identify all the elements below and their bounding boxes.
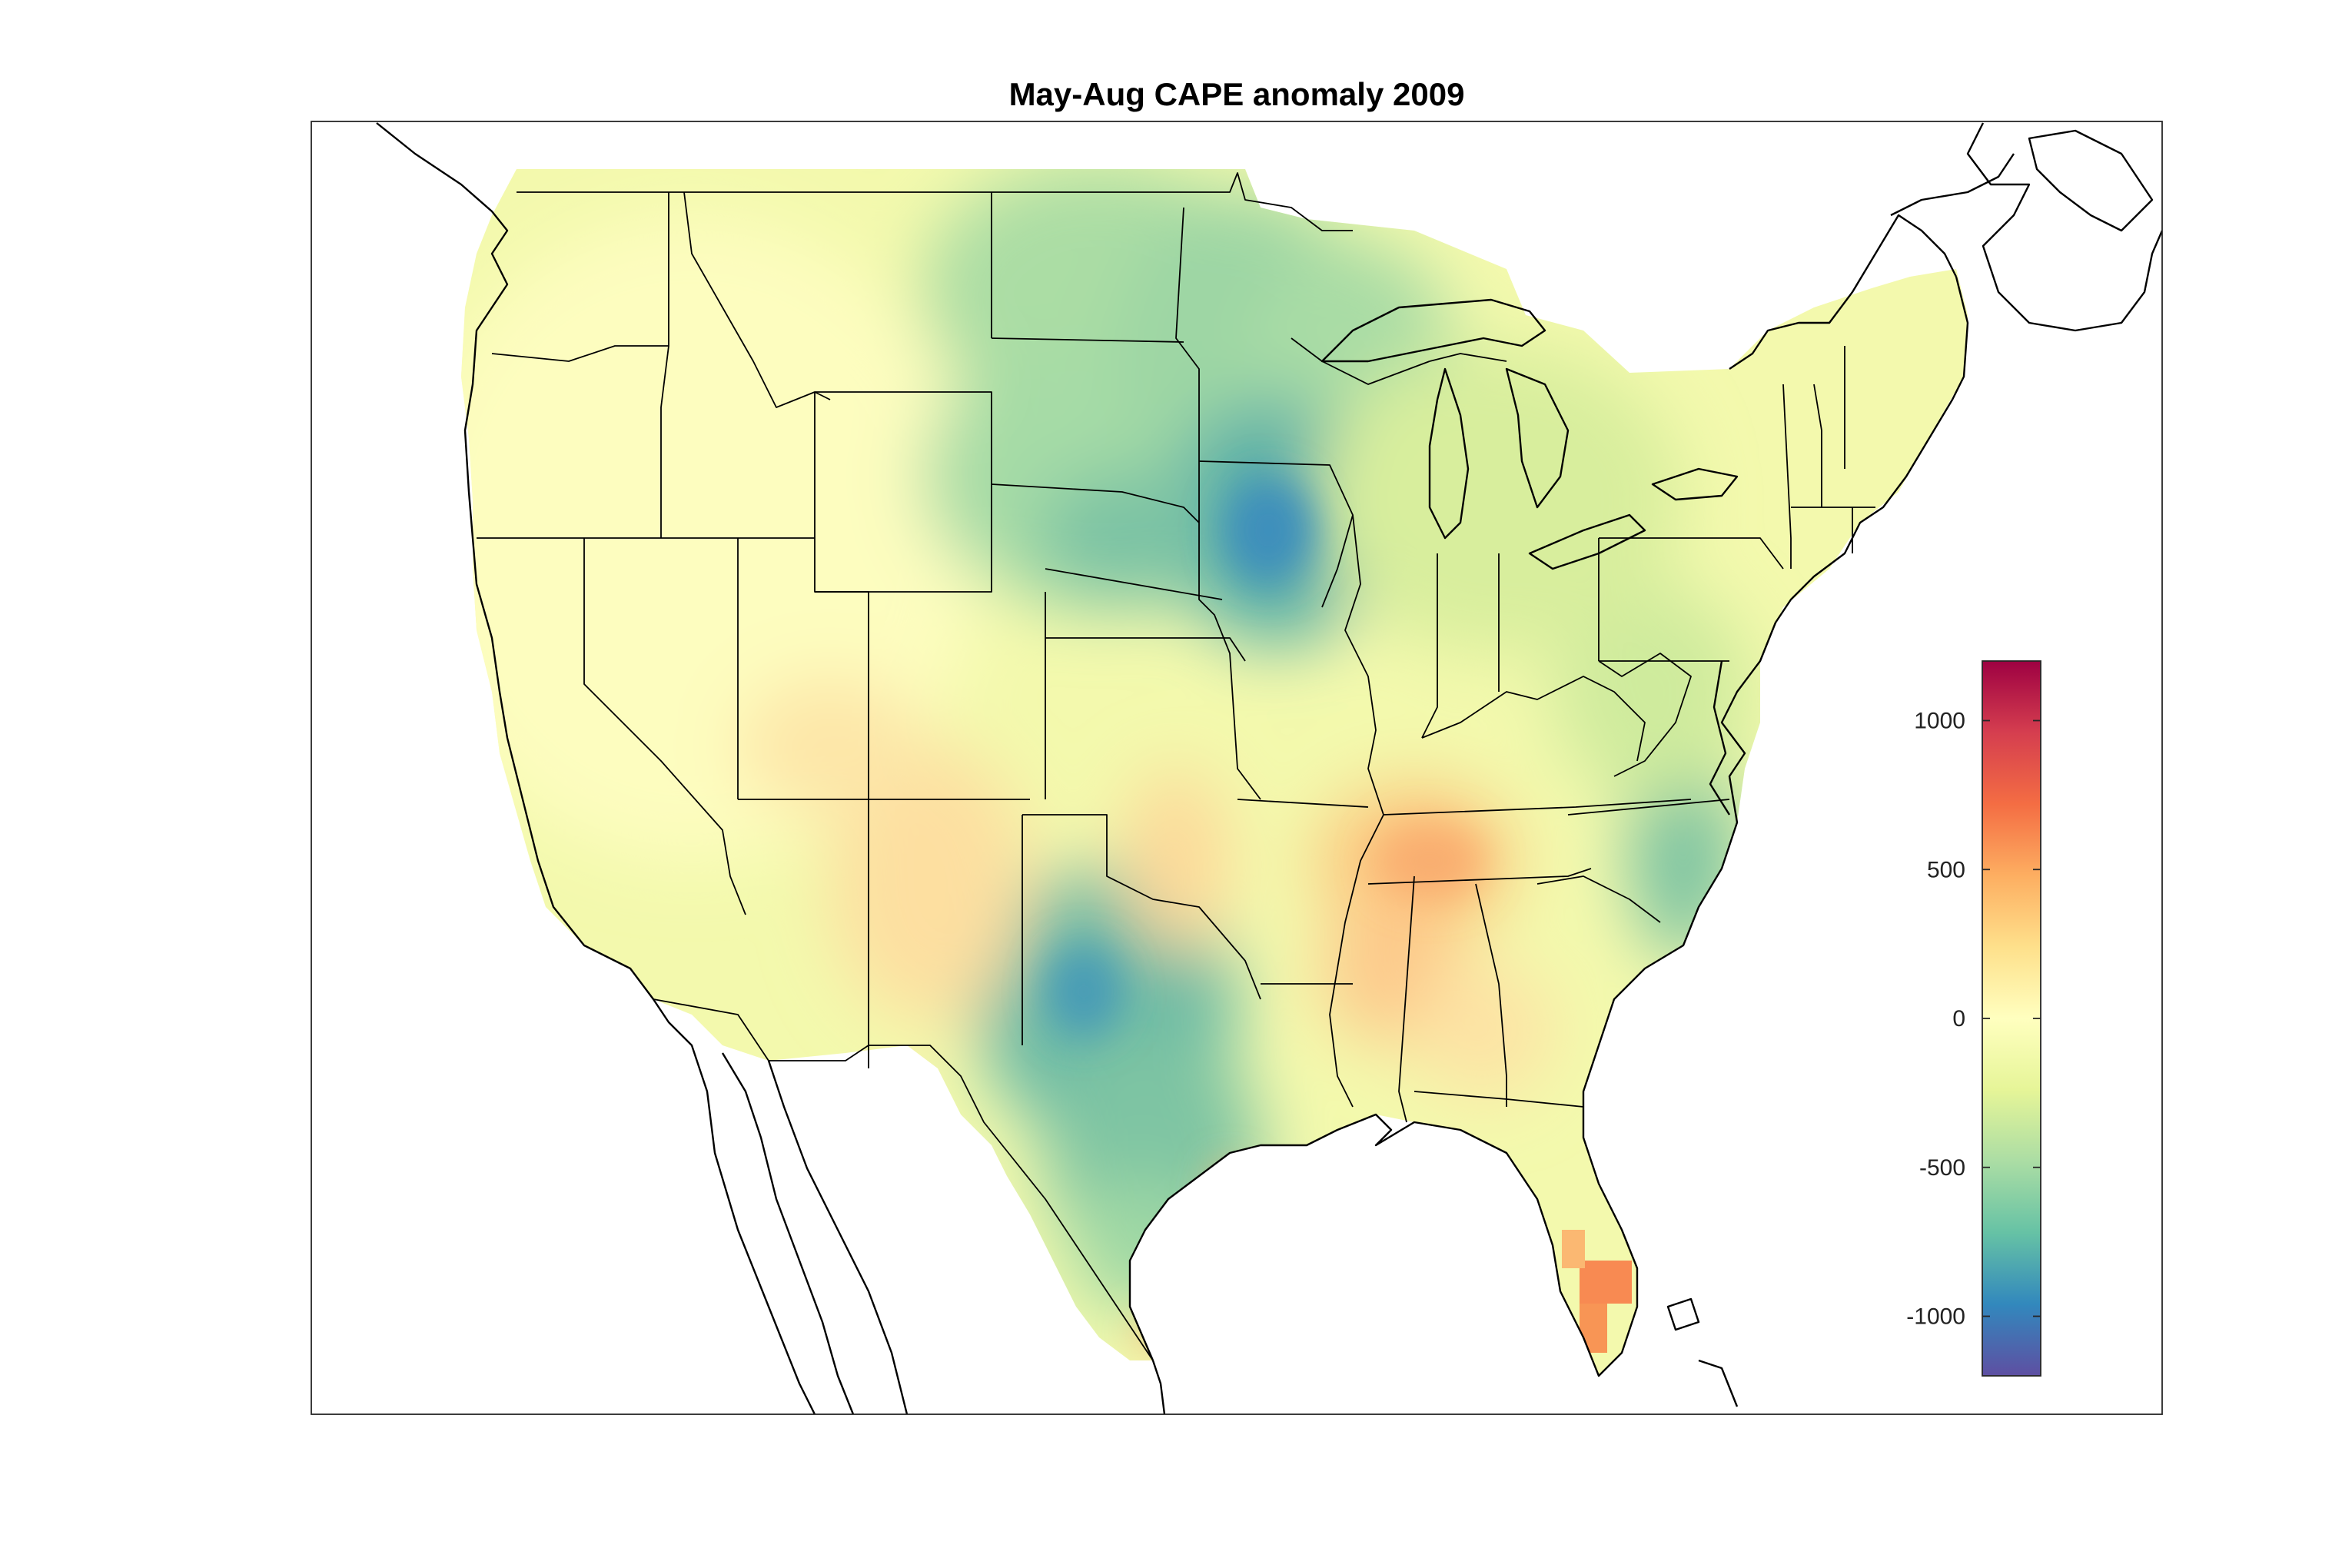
border-ok-tx	[1022, 814, 1261, 1000]
coast-lake-erie	[1528, 513, 1646, 570]
border-mo-ar	[1237, 799, 1369, 808]
blob-greatlakes	[1314, 346, 1683, 653]
coast-mexico-gulf	[1151, 1360, 1166, 1414]
colorbar-tick-label: 1000	[1914, 709, 1965, 734]
border-ga-fl	[1414, 1091, 1584, 1108]
border-nd-sd	[991, 337, 1184, 343]
border-ks-ok	[1045, 637, 1246, 662]
state-borders	[477, 172, 1875, 1361]
coast-florida-keys	[1666, 1297, 1700, 1331]
blob-ok-panhandle	[1122, 769, 1230, 953]
border-vt-nh	[1813, 384, 1822, 507]
border-ne-ks	[1045, 568, 1223, 600]
florida-cell-3	[1562, 1230, 1585, 1268]
coast-great-lakes-superior	[1321, 298, 1546, 363]
map-title: May-Aug CAPE anomaly 2009	[1009, 76, 1465, 112]
colorbar-tick-label: 500	[1927, 857, 1965, 882]
border-wy	[815, 391, 992, 593]
coast-mexico-west	[767, 1060, 909, 1414]
border-ms-al	[1398, 875, 1415, 1123]
colorbar-ramp	[1982, 661, 2041, 1376]
border-sd-ne	[991, 483, 1200, 523]
border-ky-north	[1421, 676, 1646, 762]
blob-new-mexico	[830, 746, 1030, 1022]
colorbar-ticks: 1000 500 0 -500 -1000	[1906, 709, 2041, 1330]
blob-georgia	[1414, 961, 1553, 1099]
border-ca-nv	[583, 538, 746, 915]
border-wa-or	[491, 345, 669, 362]
blob-nebraska-east	[1038, 469, 1222, 607]
coast-lake-huron	[1505, 367, 1570, 509]
border-canada	[517, 172, 1353, 231]
border-wv-va	[1598, 653, 1692, 777]
border-ny-ne	[1782, 384, 1792, 569]
coast-canada-east	[1729, 214, 1958, 370]
coast-lake-ontario	[1651, 467, 1739, 501]
border-ia-mo	[1198, 538, 1261, 800]
blob-virginia	[1553, 584, 1752, 799]
border-mn-wi	[1175, 207, 1200, 538]
border-mi-upper	[1429, 353, 1507, 362]
colorbar-tick-label: 0	[1952, 1006, 1965, 1031]
coast-nova-scotia	[1890, 153, 2015, 217]
coast-chesapeake	[1709, 660, 1731, 816]
map-axes	[376, 122, 2162, 1414]
border-al-ga	[1475, 883, 1507, 1107]
coast-labrador	[1966, 122, 2162, 332]
colorbar-tick-label: -1000	[1906, 1304, 1965, 1330]
border-va-nc	[1567, 799, 1730, 816]
coastlines	[376, 122, 2162, 1414]
blob-iowa-core	[1222, 477, 1314, 584]
border-il-in	[1421, 553, 1438, 739]
colorbar-tick-label: -500	[1919, 1155, 1965, 1181]
coast-baja-inner	[721, 1052, 855, 1414]
border-pa-ny	[1599, 537, 1784, 570]
blob-tennessee-core	[1376, 822, 1483, 899]
coast-lake-michigan	[1428, 367, 1470, 540]
colorbar: 1000 500 0 -500 -1000	[1906, 660, 2041, 1377]
border-ky-tn	[1383, 799, 1692, 816]
coast-bahamas	[1698, 1359, 1739, 1407]
border-idaho-west	[660, 192, 669, 538]
blob-colorado	[738, 676, 922, 815]
blob-oklahoma-core	[1045, 945, 1122, 1038]
florida-cell-1	[1580, 1261, 1632, 1304]
border-tn-south	[1367, 868, 1592, 885]
coast-pacific-northwest	[376, 122, 816, 1414]
border-nc-sc	[1536, 875, 1661, 923]
coast-newfoundland	[2028, 129, 2154, 232]
map-axes-box	[311, 121, 2163, 1415]
coast-gulf	[1128, 276, 1969, 1377]
border-mexico	[653, 998, 1154, 1361]
border-wi-mi	[1291, 337, 1430, 385]
colorbar-box	[1982, 660, 2041, 1377]
